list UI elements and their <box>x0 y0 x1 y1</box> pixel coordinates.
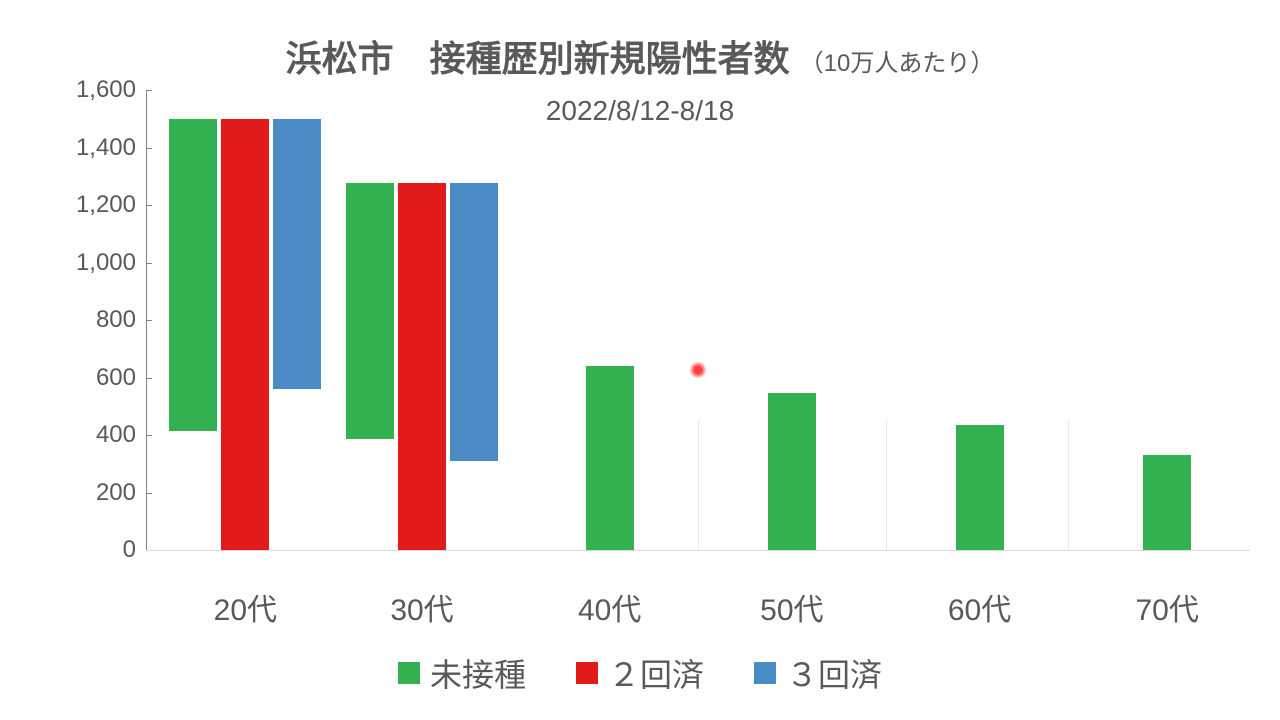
legend-item: ２回済 <box>576 650 704 696</box>
bar-group <box>346 183 498 550</box>
legend-item: 未接種 <box>398 650 526 696</box>
y-axis: 02004006008001,0001,2001,4001,600 <box>50 90 146 550</box>
group-separator <box>886 420 887 550</box>
bar-group <box>1143 455 1191 550</box>
bar-group <box>586 366 634 550</box>
y-tick-label: 600 <box>96 364 136 392</box>
bar <box>169 119 217 431</box>
bar-group <box>169 119 321 550</box>
bar <box>221 119 269 550</box>
y-tick-label: 1,600 <box>76 76 136 104</box>
bar <box>586 366 634 550</box>
y-tick-label: 1,000 <box>76 249 136 277</box>
bar <box>1143 455 1191 550</box>
bar <box>768 393 816 550</box>
legend-swatch <box>398 662 420 684</box>
x-tick-label: 40代 <box>578 585 641 629</box>
x-tick-label: 60代 <box>948 585 1011 629</box>
x-tick-label: 20代 <box>214 585 277 629</box>
laser-pointer-icon <box>690 362 706 378</box>
legend-label: 未接種 <box>430 650 526 696</box>
group-separator <box>698 420 699 550</box>
chart-title-paren: （10万人あたり） <box>800 50 995 77</box>
y-tick-label: 400 <box>96 421 136 449</box>
y-tick-label: 0 <box>123 536 136 564</box>
bar <box>956 425 1004 550</box>
bar <box>273 119 321 389</box>
legend-label: ３回済 <box>786 650 882 696</box>
legend-swatch <box>576 662 598 684</box>
x-tick-label: 30代 <box>390 585 453 629</box>
bar <box>398 183 446 550</box>
bar-group <box>768 393 816 550</box>
y-tick-label: 1,400 <box>76 134 136 162</box>
group-separator <box>1068 420 1069 550</box>
x-axis-line <box>146 550 1250 551</box>
legend: 未接種 ２回済 ３回済 <box>0 650 1280 696</box>
chart-title: 浜松市 接種歴別新規陽性者数 （10万人あたり） <box>0 30 1280 82</box>
x-tick-label: 70代 <box>1136 585 1199 629</box>
y-tick-label: 800 <box>96 306 136 334</box>
legend-swatch <box>754 662 776 684</box>
legend-item: ３回済 <box>754 650 882 696</box>
bar <box>346 183 394 439</box>
bar-chart: 02004006008001,0001,2001,4001,600 <box>50 90 1250 560</box>
legend-label: ２回済 <box>608 650 704 696</box>
chart-title-main: 浜松市 接種歴別新規陽性者数 <box>286 38 790 79</box>
y-tick-label: 200 <box>96 479 136 507</box>
plot-area <box>146 90 1250 550</box>
bar-group <box>956 425 1004 550</box>
bar <box>450 183 498 460</box>
x-tick-label: 50代 <box>760 585 823 629</box>
y-tick-label: 1,200 <box>76 191 136 219</box>
